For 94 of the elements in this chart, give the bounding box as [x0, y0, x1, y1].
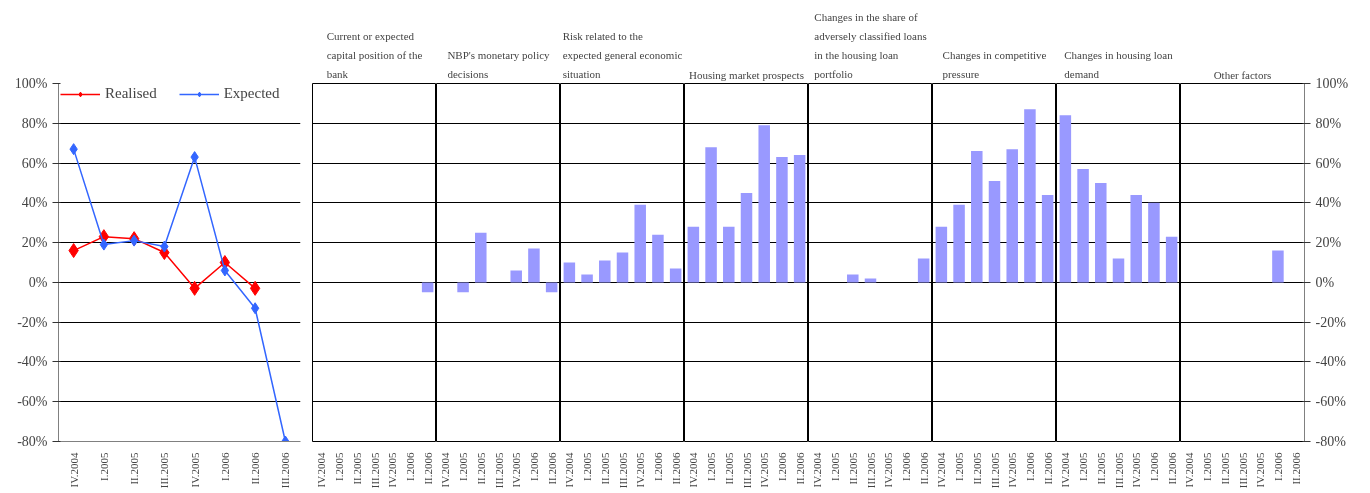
- chart-title: NBP's monetary policy decisions: [447, 49, 551, 81]
- x-tick-label: III.2005: [988, 452, 1001, 489]
- x-tick-label: II.2005: [1218, 452, 1231, 485]
- x-tick-label: I.2006: [403, 452, 416, 481]
- x-tick-label: IV.2005: [1006, 452, 1019, 488]
- y2-tick-label: -60%: [1315, 394, 1347, 410]
- x-tick-label: IV.2004: [439, 452, 452, 488]
- x-tick-label: I.2005: [581, 452, 594, 481]
- x-tick-label: I.2005: [333, 452, 346, 481]
- y-tick-label: -80%: [17, 434, 48, 449]
- y2-tick-label: -40%: [1315, 354, 1347, 370]
- x-tick-label: IV.2005: [188, 452, 201, 488]
- x-tick-label: I.2005: [1201, 452, 1214, 481]
- x-tick-label: IV.2004: [67, 452, 80, 488]
- x-tick-label: I.2006: [218, 452, 231, 481]
- x-tick-label: II.2005: [846, 452, 859, 485]
- x-tick-label: III.2005: [616, 452, 629, 489]
- x-tick-label: III.2005: [368, 452, 381, 489]
- x-tick-label: IV.2004: [315, 452, 328, 488]
- x-tick-label: IV.2004: [1059, 452, 1072, 488]
- y-tick-label: 40%: [21, 195, 48, 211]
- x-tick-label: II.2006: [793, 452, 806, 485]
- x-tick-label: II.2005: [128, 452, 141, 485]
- x-tick-label: III.2005: [740, 452, 753, 489]
- y-tick-label: 20%: [21, 235, 48, 251]
- x-tick-label: II.2005: [1094, 452, 1107, 485]
- x-tick-label: I.2005: [97, 452, 110, 481]
- x-tick-label: II.2006: [249, 452, 262, 485]
- x-tick-label: II.2005: [722, 452, 735, 485]
- x-tick-label: III.2005: [864, 452, 877, 489]
- legend-label: Expected: [223, 85, 280, 102]
- chart-title: Changes in housing loan demand: [1064, 49, 1174, 81]
- x-tick-label: II.2005: [474, 452, 487, 485]
- y-tick-label: -20%: [17, 314, 48, 330]
- x-tick-label: IV.2004: [1183, 452, 1196, 488]
- x-tick-label: I.2005: [457, 452, 470, 481]
- x-tick-label: II.2005: [970, 452, 983, 485]
- x-tick-label: II.2005: [598, 452, 611, 485]
- x-tick-label: IV.2005: [1130, 452, 1143, 488]
- x-tick-label: II.2006: [421, 452, 434, 485]
- x-tick-label: I.2005: [1077, 452, 1090, 481]
- chart-title: Risk related to the expected general economic situation: [562, 30, 683, 81]
- x-tick-label: I.2005: [705, 452, 718, 481]
- x-tick-label: II.2006: [1041, 452, 1054, 485]
- x-tick-label: I.2006: [1147, 452, 1160, 481]
- x-tick-label: III.2005: [158, 452, 171, 489]
- x-tick-label: III.2006: [279, 452, 292, 489]
- x-tick-label: IV.2005: [882, 452, 895, 488]
- y2-tick-label: 40%: [1315, 195, 1342, 211]
- y2-tick-label: -80%: [1315, 434, 1347, 449]
- y-tick-label: -60%: [17, 394, 48, 410]
- y2-tick-label: 60%: [1315, 155, 1342, 171]
- x-tick-label: III.2005: [1112, 452, 1125, 489]
- chart-title: Changes in the share of adversely classified loans in the housing loan portfolio: [814, 10, 927, 81]
- chart-title: Current or expected capital position of the bank: [326, 30, 423, 81]
- x-tick-label: I.2005: [953, 452, 966, 481]
- x-tick-label: IV.2004: [563, 452, 576, 488]
- x-tick-label: IV.2005: [1254, 452, 1267, 488]
- x-tick-label: II.2006: [669, 452, 682, 485]
- y-tick-label: 60%: [21, 155, 48, 171]
- x-tick-label: IV.2005: [758, 452, 771, 488]
- legend-label: Realised: [105, 85, 157, 102]
- x-tick-label: I.2006: [527, 452, 540, 481]
- y2-tick-label: 0%: [1315, 274, 1335, 290]
- y2-tick-label: 20%: [1315, 235, 1342, 251]
- x-tick-label: I.2006: [775, 452, 788, 481]
- x-tick-label: IV.2005: [634, 452, 647, 488]
- x-tick-label: II.2006: [545, 452, 558, 485]
- x-tick-label: II.2006: [917, 452, 930, 485]
- y2-tick-label: 100%: [1315, 76, 1349, 91]
- x-tick-label: III.2005: [1236, 452, 1249, 489]
- y-tick-label: 80%: [21, 115, 48, 131]
- x-tick-label: IV.2004: [811, 452, 824, 488]
- x-tick-label: II.2005: [350, 452, 363, 485]
- x-tick-label: IV.2005: [386, 452, 399, 488]
- x-tick-label: I.2005: [829, 452, 842, 481]
- y2-tick-label: 80%: [1315, 115, 1342, 131]
- y-tick-label: 0%: [28, 274, 48, 290]
- x-tick-label: IV.2005: [510, 452, 523, 488]
- x-tick-label: I.2006: [1023, 452, 1036, 481]
- y-tick-label: -40%: [17, 354, 48, 370]
- x-tick-label: I.2006: [899, 452, 912, 481]
- y2-tick-label: -20%: [1315, 314, 1347, 330]
- chart-title: Other factors: [1213, 68, 1272, 81]
- x-tick-label: I.2006: [651, 452, 664, 481]
- x-tick-label: II.2006: [1289, 452, 1302, 485]
- chart-title: Changes in competitive pressure: [942, 49, 1047, 81]
- x-tick-label: I.2006: [1271, 452, 1284, 481]
- x-tick-label: IV.2004: [687, 452, 700, 488]
- chart-title: Housing market prospects: [689, 68, 804, 81]
- x-tick-label: IV.2004: [935, 452, 948, 488]
- y-tick-label: 100%: [14, 76, 48, 91]
- x-tick-label: III.2005: [492, 452, 505, 489]
- x-tick-label: II.2006: [1165, 452, 1178, 485]
